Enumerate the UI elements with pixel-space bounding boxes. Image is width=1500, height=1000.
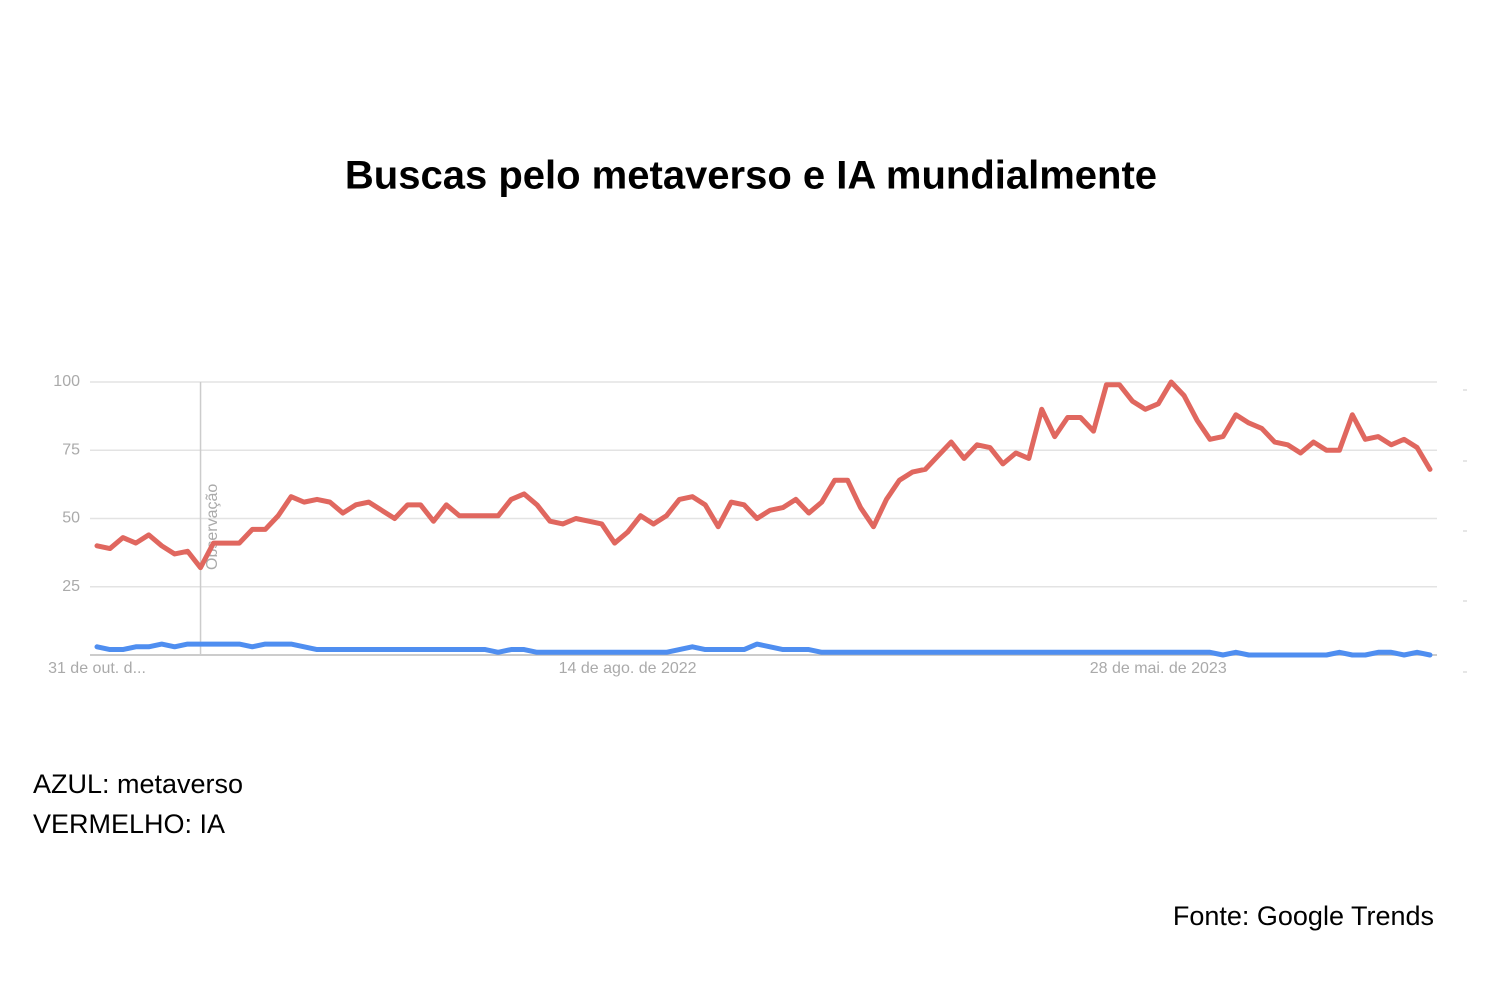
series-line [94, 379, 1433, 571]
right-ticks [1463, 389, 1467, 673]
source: Fonte: Google Trends [1173, 901, 1434, 931]
y-tick-label: 75 [62, 441, 80, 458]
y-tick-label: 25 [62, 578, 80, 595]
series-line [94, 641, 1433, 658]
x-tick-label: 28 de mai. de 2023 [1090, 660, 1227, 677]
legend-entry: AZUL: metaverso [33, 769, 243, 799]
y-tick-label: 50 [62, 510, 80, 527]
x-tick-label: 31 de out. d... [48, 660, 146, 677]
legend-entry: VERMELHO: IA [33, 809, 225, 839]
x-tick-label: 14 de ago. de 2022 [559, 660, 697, 677]
chart-title: Buscas pelo metaverso e IA mundialmente [345, 154, 1157, 198]
y-tick-label: 100 [53, 373, 80, 390]
